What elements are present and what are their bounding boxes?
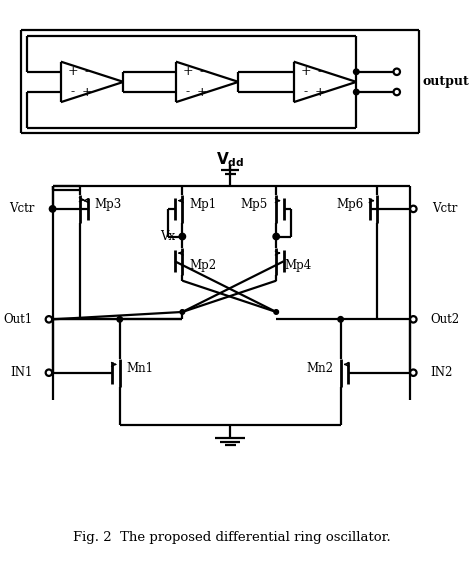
Circle shape [410,316,417,323]
Text: Vctr: Vctr [9,203,34,215]
Circle shape [410,205,417,212]
Text: Out1: Out1 [3,313,32,326]
Circle shape [179,233,185,239]
Text: output: output [422,76,469,88]
Text: Mp4: Mp4 [285,260,312,272]
Text: -: - [304,85,308,99]
Text: -: - [200,65,204,78]
Text: +: + [196,85,207,99]
Circle shape [46,316,52,323]
Circle shape [354,69,359,74]
Text: -: - [186,85,190,99]
Circle shape [393,69,400,75]
Text: Out2: Out2 [430,313,459,326]
Circle shape [410,369,417,376]
Circle shape [46,369,52,376]
Circle shape [393,89,400,95]
Text: IN1: IN1 [10,366,32,379]
Text: Mp5: Mp5 [240,198,268,211]
Text: +: + [314,85,325,99]
Text: Mp2: Mp2 [189,260,216,272]
Circle shape [354,89,359,95]
Text: Vctr: Vctr [432,203,457,215]
Text: -: - [71,85,75,99]
Text: Mp1: Mp1 [189,198,216,211]
Text: Mn2: Mn2 [307,362,334,374]
Text: $\mathbf{V}_{\mathbf{dd}}$: $\mathbf{V}_{\mathbf{dd}}$ [216,151,245,170]
Text: +: + [182,65,193,78]
Circle shape [49,205,56,212]
Text: +: + [82,85,92,99]
Circle shape [338,317,343,322]
Text: Vx: Vx [160,230,175,243]
Circle shape [117,317,122,322]
Text: +: + [67,65,78,78]
Circle shape [180,310,185,314]
Text: Mp6: Mp6 [336,198,364,211]
Text: -: - [318,65,321,78]
Text: -: - [84,65,89,78]
Text: Mn1: Mn1 [127,362,154,374]
Circle shape [274,310,279,314]
Text: Fig. 2  The proposed differential ring oscillator.: Fig. 2 The proposed differential ring os… [73,531,391,544]
Text: IN2: IN2 [430,366,452,379]
Circle shape [273,233,280,239]
Text: +: + [301,65,311,78]
Text: Mp3: Mp3 [94,198,121,211]
